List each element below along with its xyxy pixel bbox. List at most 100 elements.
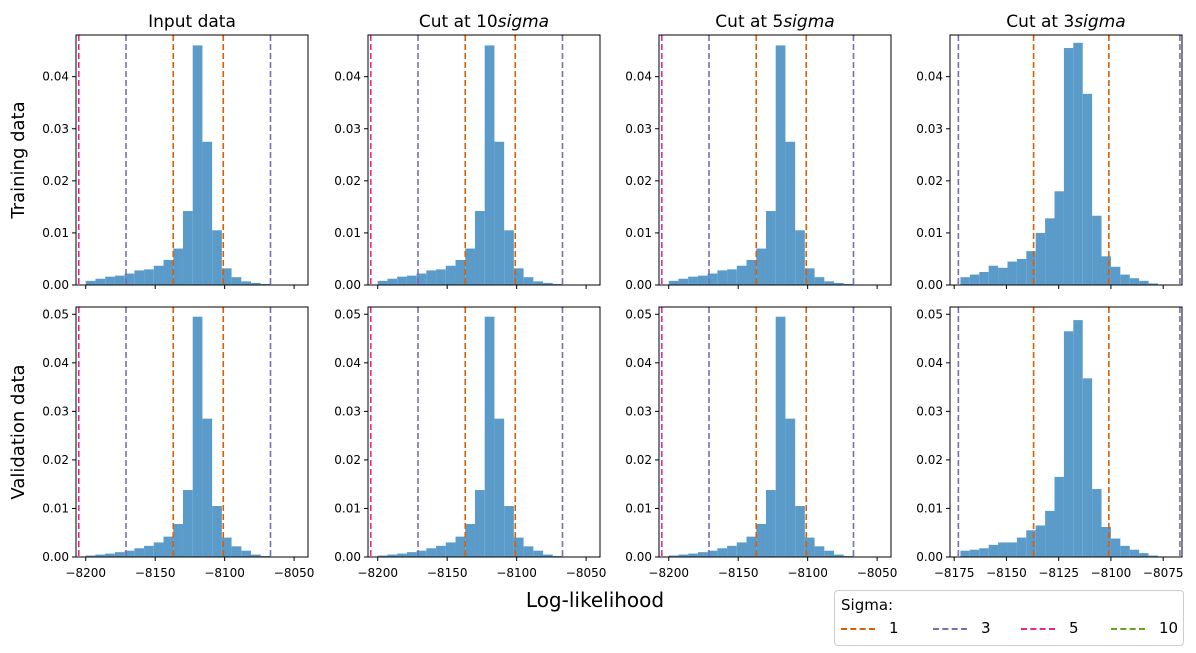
- histogram-bar: [1035, 232, 1046, 285]
- histogram-bar: [1035, 525, 1046, 557]
- y-tick-label: 0.00: [42, 550, 69, 564]
- histogram-bar: [426, 548, 437, 557]
- histogram-bar: [1054, 476, 1064, 557]
- y-tick-label: 0.03: [625, 122, 652, 136]
- y-tick-label: 0.00: [334, 550, 361, 564]
- x-tick-label: −8200: [65, 566, 106, 580]
- histogram-bar: [134, 270, 145, 285]
- histogram-bar: [1120, 274, 1130, 285]
- histogram-bar: [697, 552, 708, 557]
- y-tick-label: 0.01: [42, 501, 69, 515]
- y-tick-label: 0.02: [42, 453, 69, 467]
- histogram-bar: [504, 230, 514, 285]
- panel-training-4: 0.00 0.01 0.02 0.03 0.04 Cut at 3sigma: [916, 12, 1183, 292]
- histogram-bar: [124, 273, 135, 285]
- x-tick-label: −8150: [135, 566, 176, 580]
- x-tick-label: −8050: [566, 566, 607, 580]
- histogram-bar: [1026, 251, 1036, 285]
- y-tick-label: 0.05: [334, 307, 361, 321]
- x-tick-label: −8050: [274, 566, 315, 580]
- histogram-bar: [426, 270, 437, 285]
- y-tick-label: 0.03: [334, 404, 361, 418]
- histogram-bar: [746, 260, 757, 285]
- y-tick-label: 0.02: [916, 174, 943, 188]
- panel-training-3: 0.00 0.01 0.02 0.03 0.04 Cut at 5sigma: [625, 12, 892, 292]
- y-tick-label: 0.02: [42, 174, 69, 188]
- histogram-bar: [1110, 538, 1121, 557]
- legend-label-sigma-3: 3: [981, 619, 991, 637]
- axes-frame: [367, 34, 601, 286]
- histogram-bar: [251, 282, 261, 285]
- histogram-bar: [668, 555, 679, 557]
- x-tick-label: −8100: [1091, 566, 1132, 580]
- y-tick-label: 0.01: [625, 226, 652, 240]
- histogram-bar: [377, 555, 388, 557]
- panel-title-sigma: sigma: [1074, 12, 1125, 32]
- axes-frame: [75, 306, 309, 558]
- histogram-bar: [436, 545, 446, 557]
- histogram-bar: [775, 316, 786, 557]
- histogram-bar: [998, 267, 1008, 285]
- axes-frame: [367, 306, 601, 558]
- y-tick-label: 0.02: [625, 174, 652, 188]
- y-tick-label: 0.00: [42, 278, 69, 292]
- histogram-bar: [163, 536, 174, 557]
- histogram-bar: [484, 316, 495, 557]
- y-tick-label: 0.01: [334, 501, 361, 515]
- y-tick-label: 0.01: [42, 226, 69, 240]
- histogram-bar: [182, 211, 193, 285]
- histogram-bar: [134, 548, 145, 557]
- panel-validation-1: 0.00 0.01 0.02 0.03 0.04 0.05 −8200 −8150 −8100 −…: [8, 306, 315, 580]
- histogram-bar: [494, 418, 505, 557]
- histogram-bar: [114, 275, 125, 285]
- histogram-bar: [231, 546, 242, 557]
- histogram-bar: [1139, 553, 1149, 557]
- histogram-bar: [1129, 278, 1140, 285]
- histogram-bar: [979, 548, 989, 557]
- histogram-bar: [717, 270, 728, 285]
- histogram-bar: [1148, 283, 1158, 285]
- panel-title-text: Cut at 5: [715, 12, 783, 32]
- histogram-bar: [824, 281, 835, 285]
- panel-title: Cut at 3sigma: [1006, 12, 1125, 32]
- histogram-bar: [1101, 256, 1111, 285]
- histogram-bar: [465, 523, 475, 557]
- legend-swatch-sigma-5: [1021, 628, 1055, 630]
- y-tick-label: 0.00: [916, 550, 943, 564]
- y-tick-label: 0.01: [334, 226, 361, 240]
- panel-title: Cut at 10sigma: [419, 12, 549, 32]
- axes-frame: [658, 34, 892, 286]
- histogram-bar: [144, 269, 154, 285]
- x-tick-label: −8200: [357, 566, 398, 580]
- x-tick-label: −8200: [648, 566, 689, 580]
- histogram-bar: [707, 550, 718, 557]
- histogram-bar: [95, 554, 106, 557]
- histogram-bar: [173, 523, 183, 557]
- histogram-bar: [1026, 530, 1036, 557]
- legend-label-sigma-1: 1: [889, 619, 899, 637]
- panel-title-sigma: sigma: [783, 12, 834, 32]
- histogram-bar: [765, 211, 776, 285]
- histogram-bar: [834, 282, 844, 285]
- y-tick-label: 0.00: [916, 278, 943, 292]
- histogram-bar: [707, 273, 718, 285]
- y-tick-label: 0.00: [625, 550, 652, 564]
- histogram-bar: [387, 554, 398, 557]
- histogram-bar: [445, 542, 456, 557]
- histogram-bar: [114, 552, 125, 557]
- histogram-bar: [552, 283, 563, 285]
- histogram-bar: [1148, 555, 1158, 557]
- y-tick-label: 0.02: [334, 174, 361, 188]
- y-tick-label: 0.05: [42, 307, 69, 321]
- y-tick-label: 0.05: [916, 307, 943, 321]
- legend: Sigma: 1 3 5 10: [834, 590, 1184, 646]
- histogram-bar: [834, 554, 844, 557]
- histogram-bar: [416, 550, 427, 557]
- histogram-bar: [727, 545, 737, 557]
- histogram-bar: [736, 265, 747, 285]
- y-tick-label: 0.02: [625, 453, 652, 467]
- histogram-bar: [397, 553, 407, 557]
- histogram-bar: [1045, 218, 1055, 285]
- histogram-bar: [436, 269, 446, 285]
- y-tick-label: 0.00: [625, 278, 652, 292]
